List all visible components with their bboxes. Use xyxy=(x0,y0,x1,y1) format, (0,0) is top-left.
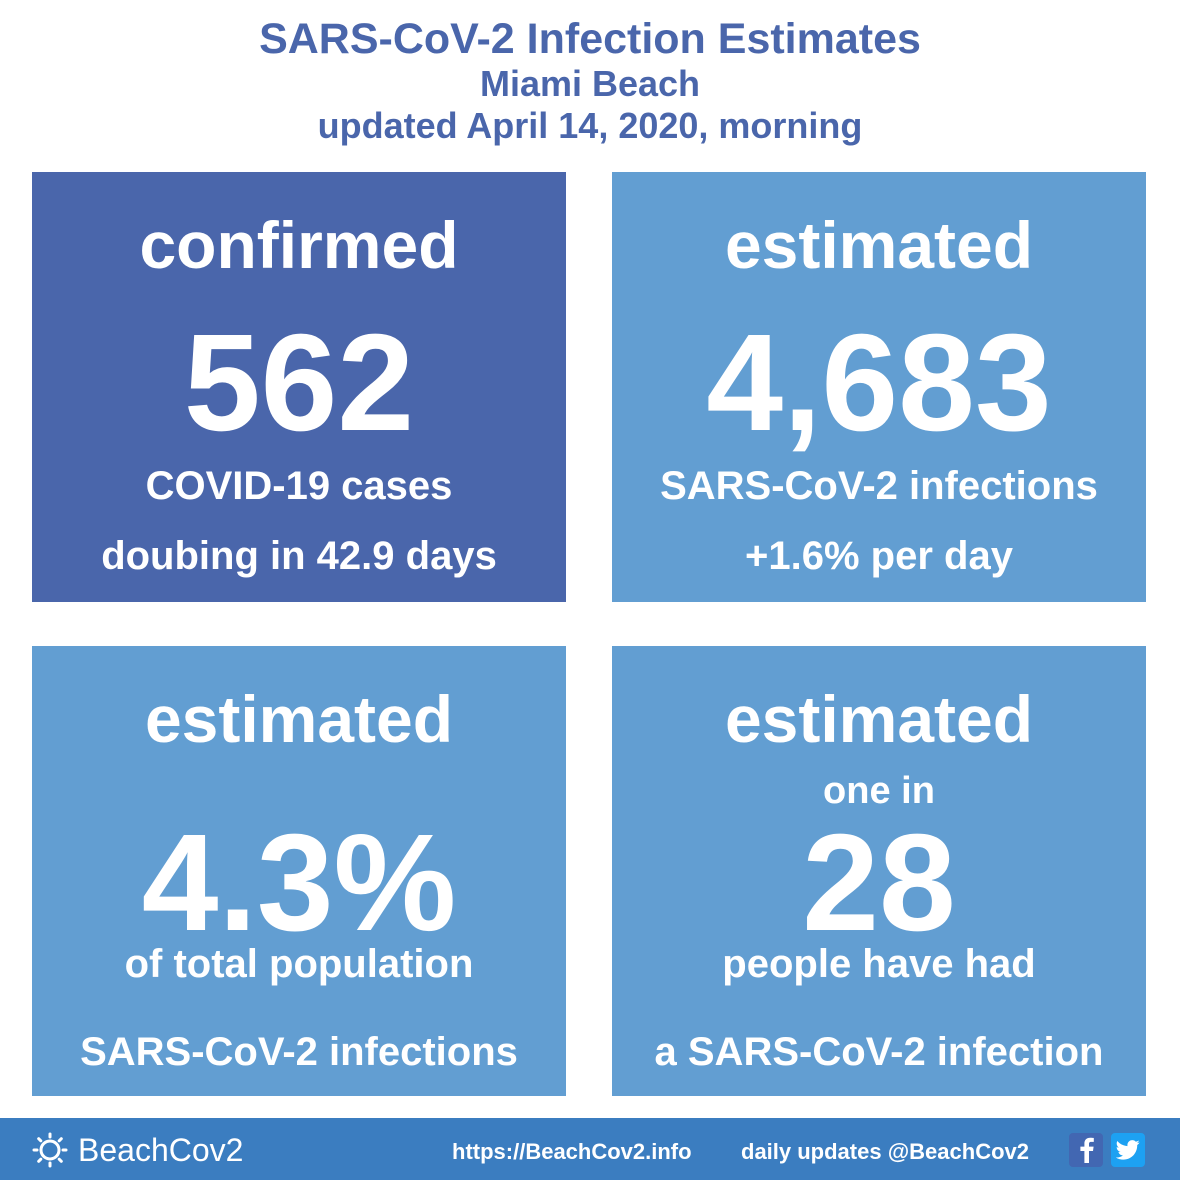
doubling-time: doubing in 42.9 days xyxy=(101,534,497,578)
update-timestamp: updated April 14, 2020, morning xyxy=(317,105,863,146)
estimated-infections-card: estimated 4,683 SARS-CoV-2 infections +1… xyxy=(612,172,1146,602)
card-heading: estimated xyxy=(724,208,1034,282)
card-heading: confirmed xyxy=(139,208,459,282)
footer-bar: BeachCov2 https://BeachCov2.info daily u… xyxy=(0,1118,1180,1180)
daily-growth-rate: +1.6% per day xyxy=(745,534,1013,578)
card-line-primary: people have had xyxy=(722,942,1036,986)
confirmed-count: 562 xyxy=(183,306,415,460)
brand-name: BeachCov2 xyxy=(78,1131,244,1168)
card-line-primary: of total population xyxy=(124,942,474,986)
card-line-primary: SARS-CoV-2 infections xyxy=(660,464,1098,508)
facebook-glyph xyxy=(1080,1137,1094,1163)
card-heading: estimated xyxy=(144,682,454,756)
estimated-infection-count: 4,683 xyxy=(706,306,1052,460)
card-heading: estimated xyxy=(724,682,1034,756)
header: SARS-CoV-2 Infection Estimates Miami Bea… xyxy=(0,18,1180,150)
infected-population-percent: 4.3% xyxy=(141,806,457,960)
estimated-percent-card: estimated 4.3% of total population SARS-… xyxy=(32,646,566,1096)
page-title: SARS-CoV-2 Infection Estimates xyxy=(259,15,921,63)
sun-icon xyxy=(32,1132,68,1168)
confirmed-cases-card: confirmed 562 COVID-19 cases doubing in … xyxy=(32,172,566,602)
card-line-primary: COVID-19 cases xyxy=(145,464,453,508)
card-line-secondary: SARS-CoV-2 infections xyxy=(80,1030,518,1074)
daily-updates-handle[interactable]: daily updates @BeachCov2 xyxy=(741,1139,1029,1164)
brand[interactable]: BeachCov2 xyxy=(32,1132,243,1168)
card-line-secondary: a SARS-CoV-2 infection xyxy=(654,1030,1104,1074)
ratio-prefix: one in xyxy=(823,770,935,812)
website-link[interactable]: https://BeachCov2.info xyxy=(452,1139,692,1164)
page-subtitle: Miami Beach xyxy=(479,63,701,104)
estimated-ratio-card: estimated one in 28 people have had a SA… xyxy=(612,646,1146,1096)
facebook-icon[interactable] xyxy=(1069,1133,1103,1167)
ratio-value: 28 xyxy=(802,806,956,960)
twitter-icon[interactable] xyxy=(1111,1133,1145,1167)
twitter-glyph xyxy=(1116,1140,1140,1160)
